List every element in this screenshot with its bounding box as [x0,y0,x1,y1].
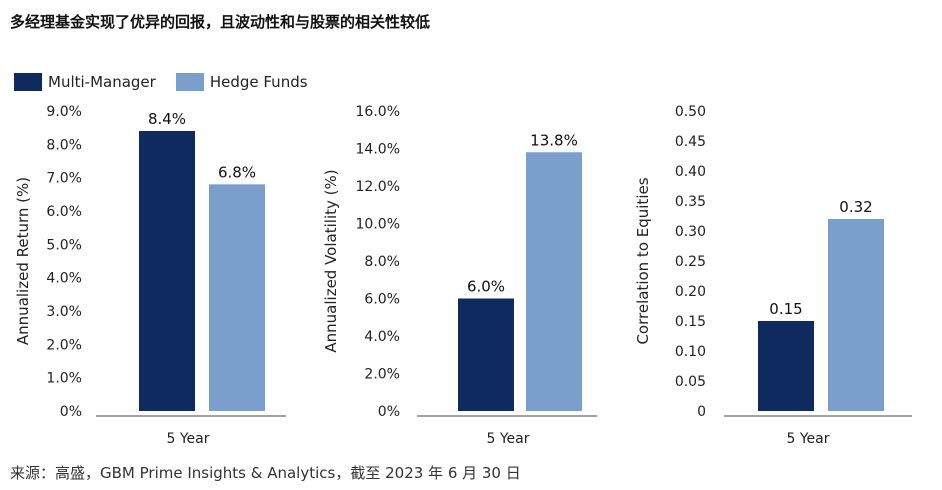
bar-hedge-funds [828,219,884,411]
source-note: 来源：高盛，GBM Prime Insights & Analytics，截至 … [10,464,521,482]
y-tick-label: 0.35 [675,194,706,210]
legend-item-multi-manager: Multi-Manager [14,73,156,91]
bar-hedge-funds [526,152,582,411]
y-tick-label: 1.0% [46,371,82,387]
y-tick-label: 0.50 [675,104,706,120]
legend-swatch-multi-manager [14,73,42,91]
bar-multi-manager [458,298,514,411]
y-tick-label: 0.20 [675,284,706,300]
data-label-hedge-funds: 13.8% [530,131,578,149]
legend-item-hedge-funds: Hedge Funds [175,73,308,91]
y-tick-label: 8.0% [364,254,400,270]
y-tick-label: 4.0% [364,329,400,345]
bar-multi-manager [758,321,814,411]
y-tick-label: 14.0% [356,142,400,158]
y-tick-label: 3.0% [46,304,82,320]
y-tick-label: 0.10 [675,344,706,360]
y-tick-label: 2.0% [364,367,400,383]
y-tick-label: 12.0% [356,179,400,195]
y-axis-title: Annualized Return (%) [14,177,32,345]
y-tick-label: 0% [60,404,82,420]
x-tick-label: 5 Year [487,431,530,447]
y-tick-label: 9.0% [46,104,82,120]
y-tick-label: 8.0% [46,137,82,153]
y-tick-label: 0 [697,404,706,420]
data-label-hedge-funds: 6.8% [218,163,256,181]
y-tick-label: 6.0% [46,204,82,220]
y-tick-label: 4.0% [46,271,82,287]
legend-label-hedge-funds: Hedge Funds [209,73,308,91]
y-tick-label: 6.0% [364,292,400,308]
y-tick-label: 0% [378,404,400,420]
data-label-multi-manager: 8.4% [148,110,186,128]
y-tick-label: 0.30 [675,224,706,240]
x-tick-label: 5 Year [787,431,830,447]
y-tick-label: 0.05 [675,374,706,390]
bar-multi-manager [139,131,195,411]
y-tick-label: 16.0% [356,104,400,120]
chart-title: 多经理基金实现了优异的回报，且波动性和与股票的相关性较低 [10,13,431,31]
y-axis-title: Correlation to Equities [634,177,652,344]
y-tick-label: 0.25 [675,254,706,270]
bar-hedge-funds [209,184,265,411]
data-label-hedge-funds: 0.32 [839,198,872,216]
data-label-multi-manager: 6.0% [467,278,505,296]
y-tick-label: 0.40 [675,164,706,180]
y-axis-title: Annualized Volatility (%) [322,169,340,352]
y-tick-label: 5.0% [46,237,82,253]
data-label-multi-manager: 0.15 [769,300,802,318]
y-tick-label: 7.0% [46,171,82,187]
y-tick-label: 0.45 [675,134,706,150]
legend: Multi-Manager Hedge Funds [14,73,328,91]
legend-label-multi-manager: Multi-Manager [48,73,156,91]
legend-swatch-hedge-funds [175,73,204,91]
y-tick-label: 0.15 [675,314,706,330]
y-tick-label: 2.0% [46,337,82,353]
x-tick-label: 5 Year [167,431,210,447]
y-tick-label: 10.0% [356,217,400,233]
